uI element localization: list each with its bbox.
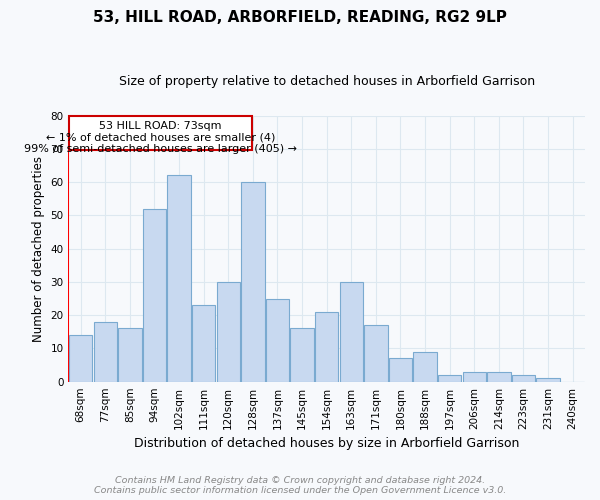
Bar <box>512 375 535 382</box>
Bar <box>536 378 560 382</box>
Bar <box>413 352 437 382</box>
Text: 53 HILL ROAD: 73sqm: 53 HILL ROAD: 73sqm <box>100 120 222 130</box>
Bar <box>463 372 486 382</box>
Text: 53, HILL ROAD, ARBORFIELD, READING, RG2 9LP: 53, HILL ROAD, ARBORFIELD, READING, RG2 … <box>93 10 507 25</box>
Bar <box>241 182 265 382</box>
Bar <box>69 335 92 382</box>
Bar <box>167 176 191 382</box>
Bar <box>438 375 461 382</box>
Bar <box>94 322 117 382</box>
Text: ← 1% of detached houses are smaller (4): ← 1% of detached houses are smaller (4) <box>46 132 275 142</box>
Bar <box>340 282 363 382</box>
Bar <box>364 325 388 382</box>
Bar <box>217 282 240 382</box>
Y-axis label: Number of detached properties: Number of detached properties <box>32 156 45 342</box>
Bar <box>266 298 289 382</box>
FancyBboxPatch shape <box>69 116 253 150</box>
Text: Contains HM Land Registry data © Crown copyright and database right 2024.
Contai: Contains HM Land Registry data © Crown c… <box>94 476 506 495</box>
Bar <box>192 305 215 382</box>
X-axis label: Distribution of detached houses by size in Arborfield Garrison: Distribution of detached houses by size … <box>134 437 520 450</box>
Bar <box>118 328 142 382</box>
Bar <box>315 312 338 382</box>
Bar <box>487 372 511 382</box>
Bar <box>389 358 412 382</box>
Title: Size of property relative to detached houses in Arborfield Garrison: Size of property relative to detached ho… <box>119 75 535 88</box>
Bar <box>143 208 166 382</box>
Text: 99% of semi-detached houses are larger (405) →: 99% of semi-detached houses are larger (… <box>24 144 297 154</box>
Bar <box>290 328 314 382</box>
